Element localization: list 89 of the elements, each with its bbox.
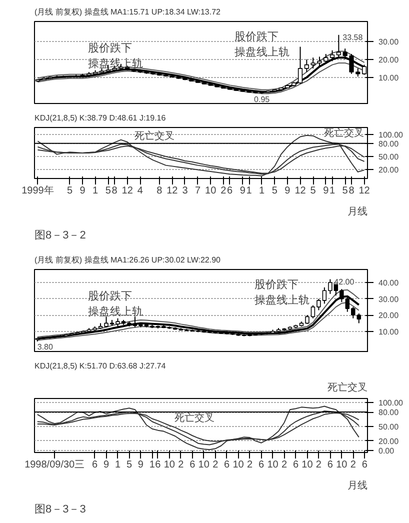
annotation: 股价跌下操盘线上轨 bbox=[88, 41, 143, 70]
x-tick-label: 2 bbox=[220, 186, 227, 196]
x-tick-label: 9 bbox=[138, 460, 144, 470]
annotation: 33.58 bbox=[342, 32, 364, 42]
x-tick-label: 2 bbox=[212, 460, 219, 470]
annotation: 3.80 bbox=[37, 342, 54, 352]
text: 月线 bbox=[348, 480, 368, 492]
chart-title: (月线 前复权) 操盘线 MA1:26.26 UP:30.02 LW:22.90 bbox=[34, 256, 222, 264]
x-tick-label: 10 bbox=[198, 460, 210, 470]
annotation: 股价跌下操盘线上轨 bbox=[234, 30, 290, 58]
x-tick-label: 10 bbox=[164, 460, 176, 470]
x-tick-label: 1 bbox=[92, 186, 99, 196]
x-tick-label: 6 bbox=[155, 460, 162, 470]
x-tick-label: 1999年 bbox=[22, 184, 54, 196]
x-tick-label: 8 bbox=[156, 186, 163, 196]
chart-title: KDJ(21,8,5) K:38.79 D:48.61 J:19.16 bbox=[34, 114, 166, 122]
x-tick-label: 5 bbox=[126, 460, 132, 470]
text: 月线 bbox=[348, 206, 368, 218]
x-tick-label: 6 bbox=[92, 460, 98, 470]
y-tick-label: 100.00 bbox=[378, 398, 404, 408]
y-tick-label: 10.00 bbox=[378, 73, 400, 82]
chart-title: KDJ(21,8,5) K:51.70 D:63.68 J:27.74 bbox=[34, 362, 166, 370]
y-tick-label: 20.00 bbox=[378, 166, 400, 175]
y-tick-label: 50.00 bbox=[378, 152, 400, 162]
x-tick-label: 5 bbox=[342, 186, 348, 196]
y-tick-label: 20.00 bbox=[378, 311, 400, 320]
y-tick-label: 20.00 bbox=[378, 436, 400, 446]
x-tick-label: 10 bbox=[267, 460, 279, 470]
x-tick-label: 12 bbox=[122, 186, 134, 196]
x-tick-label: 10 bbox=[205, 186, 217, 196]
x-tick-label: 2 bbox=[247, 460, 254, 470]
x-tick-label: 2 bbox=[281, 460, 288, 470]
y-tick-label: 20.00 bbox=[378, 55, 400, 64]
caption: 图8－3－3 bbox=[34, 504, 86, 516]
x-tick-label: 9 bbox=[240, 186, 246, 196]
x-tick-label: 1 bbox=[259, 186, 266, 196]
x-tick-label: 6 bbox=[227, 186, 234, 196]
y-tick-label: 0.00 bbox=[378, 446, 395, 456]
annotation: 42.00 bbox=[334, 277, 355, 286]
x-tick-label: 10 bbox=[302, 460, 314, 470]
x-tick-label: 6 bbox=[190, 460, 196, 470]
x-tick-label: 5 bbox=[66, 186, 73, 196]
x-tick-label: 5 bbox=[310, 186, 316, 196]
x-tick-label: 6 bbox=[327, 460, 334, 470]
y-tick-label: 80.00 bbox=[378, 139, 400, 148]
annotation: 0.95 bbox=[254, 94, 270, 104]
annotation: 死亡交叉 bbox=[174, 412, 214, 424]
x-tick-label: 12 bbox=[294, 186, 306, 196]
x-tick-label: 7 bbox=[195, 186, 202, 196]
x-tick-label: 12 bbox=[166, 186, 178, 196]
x-tick-label: 9 bbox=[80, 186, 86, 196]
y-tick-label: 10.00 bbox=[378, 327, 400, 336]
x-tick-label: 6 bbox=[362, 460, 368, 470]
annotation: 死亡交叉 bbox=[324, 127, 364, 140]
y-tick-label: 50.00 bbox=[378, 422, 400, 432]
x-tick-label: 1998/09/30三 bbox=[24, 460, 85, 470]
x-tick-label: 5 bbox=[272, 186, 278, 196]
x-tick-label: 9 bbox=[103, 460, 110, 470]
y-tick-label: 100.00 bbox=[378, 130, 404, 140]
x-tick-label: 8 bbox=[348, 186, 355, 196]
y-tick-label: 80.00 bbox=[378, 408, 400, 417]
x-tick-label: 9 bbox=[284, 186, 291, 196]
x-tick-label: 10 bbox=[232, 460, 244, 470]
x-tick-label: 9 bbox=[323, 186, 330, 196]
annotation: 股价跌下操盘线上轨 bbox=[254, 278, 310, 306]
annotation: 股价跌下操盘线上轨 bbox=[88, 289, 143, 318]
x-tick-label: 6 bbox=[258, 460, 265, 470]
annotation: 死亡交叉 bbox=[134, 130, 174, 142]
x-tick-label: 12 bbox=[358, 186, 370, 196]
x-tick-label: 6 bbox=[224, 460, 230, 470]
text: 死亡交叉 bbox=[328, 382, 368, 394]
chart-title: (月线 前复权) 操盘线 MA1:15.71 UP:18.34 LW:13.72 bbox=[34, 8, 222, 16]
x-tick-label: 3 bbox=[182, 186, 188, 196]
x-tick-label: 10 bbox=[336, 460, 348, 470]
y-tick-label: 30.00 bbox=[378, 37, 400, 46]
x-tick-label: 8 bbox=[112, 186, 118, 196]
x-tick-label: 6 bbox=[292, 460, 299, 470]
x-tick-label: 2 bbox=[350, 460, 356, 470]
x-tick-label: 1 bbox=[330, 186, 336, 196]
x-tick-label: 4 bbox=[137, 186, 144, 196]
x-tick-label: 2 bbox=[316, 460, 322, 470]
y-tick-label: 40.00 bbox=[378, 278, 400, 288]
caption: 图8－3－2 bbox=[34, 230, 86, 242]
y-tick-label: 30.00 bbox=[378, 294, 400, 304]
x-tick-label: 1 bbox=[114, 460, 121, 470]
x-tick-label: 5 bbox=[105, 186, 112, 196]
x-tick-label: 1 bbox=[149, 460, 156, 470]
x-tick-label: 1 bbox=[246, 186, 252, 196]
x-tick-label: 2 bbox=[178, 460, 184, 470]
